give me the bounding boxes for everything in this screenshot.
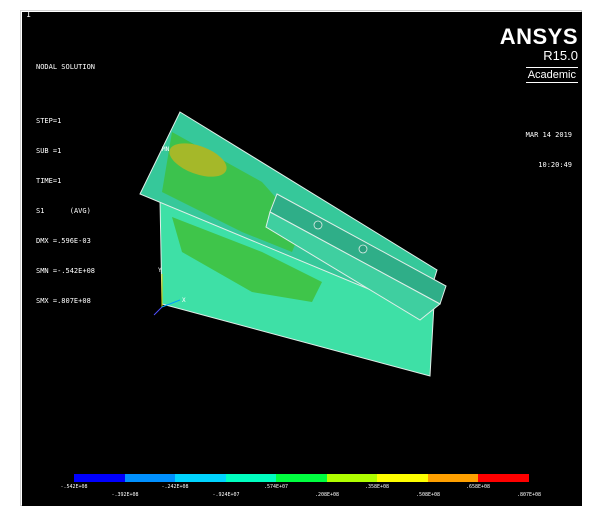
brand-release: R15.0	[543, 48, 578, 63]
triad-z-axis	[153, 306, 163, 316]
legend-label-bottom-3: .208E+08	[314, 492, 340, 498]
solution-title: NODAL SOLUTION	[36, 63, 96, 71]
time-label: TIME=1	[36, 177, 62, 185]
result-item-option: (AVG)	[69, 207, 91, 215]
legend-swatch-2	[124, 474, 175, 482]
result-item: S1	[36, 207, 45, 215]
legend-labels: -.542E+08 -.242E+08 .574E+07 .358E+08 .6…	[60, 482, 544, 504]
hot-zone-contour	[169, 143, 227, 177]
legend-swatch-1	[74, 474, 125, 482]
legend-swatch-4	[225, 474, 276, 482]
legend-label-top-2: -.242E+08	[161, 484, 189, 490]
min-label: MN	[162, 146, 170, 153]
legend-swatch-5	[276, 474, 327, 482]
legend-label-top-3: .574E+07	[263, 484, 289, 490]
step-label: STEP=1	[36, 117, 62, 125]
window-number: 1	[26, 10, 31, 19]
triad-y-label: Y	[158, 267, 162, 274]
slotted-bar-edge	[265, 211, 441, 321]
plot-time: 10:20:49	[538, 161, 572, 169]
legend-label-bottom-2: -.924E+07	[212, 492, 240, 498]
legend-label-bottom-5: .807E+08	[516, 492, 542, 498]
plot-datetime: MAR 14 2019 10:20:49	[526, 110, 572, 190]
legend-label-top-4: .358E+08	[364, 484, 390, 490]
smx-label: SMX =.807E+08	[36, 297, 91, 305]
legend-label-bottom-1: -.392E+08	[111, 492, 139, 498]
hole-1	[313, 220, 323, 230]
graphics-viewport[interactable]: 1 NODAL SOLUTION STEP=1 SUB =1 TIME=1 S1…	[22, 10, 582, 506]
nodal-solution-info: NODAL SOLUTION STEP=1 SUB =1 TIME=1 S1 (…	[36, 42, 95, 326]
legend-label-top-5: .658E+08	[465, 484, 491, 490]
legend-swatch-9	[478, 474, 529, 482]
triad-x-label: X	[182, 297, 186, 304]
sub-label: SUB =1	[36, 147, 62, 155]
brand-name: ANSYS	[499, 24, 578, 49]
ansys-brand: ANSYS R15.0 Academic	[500, 26, 578, 83]
result-item-row: S1 (AVG)	[36, 206, 95, 216]
green-contour-lower	[172, 217, 322, 302]
smn-label: SMN =-.542E+08	[36, 267, 96, 275]
legend-label-bottom-4: .508E+08	[415, 492, 441, 498]
hole-2	[358, 244, 368, 254]
legend-swatch-7	[377, 474, 428, 482]
brand-license: Academic	[525, 67, 578, 83]
dmx-label: DMX =.596E-03	[36, 237, 91, 245]
triad-x-axis	[161, 299, 181, 308]
legend-swatch-8	[427, 474, 478, 482]
legend-swatch-3	[175, 474, 226, 482]
contour-legend: -.542E+08 -.242E+08 .574E+07 .358E+08 .6…	[60, 474, 544, 504]
legend-swatch-6	[326, 474, 377, 482]
legend-color-bar	[74, 474, 544, 482]
fea-model[interactable]: MN Y X	[22, 12, 582, 506]
legend-label-top-1: -.542E+08	[60, 484, 88, 490]
plot-date: MAR 14 2019	[525, 131, 572, 139]
